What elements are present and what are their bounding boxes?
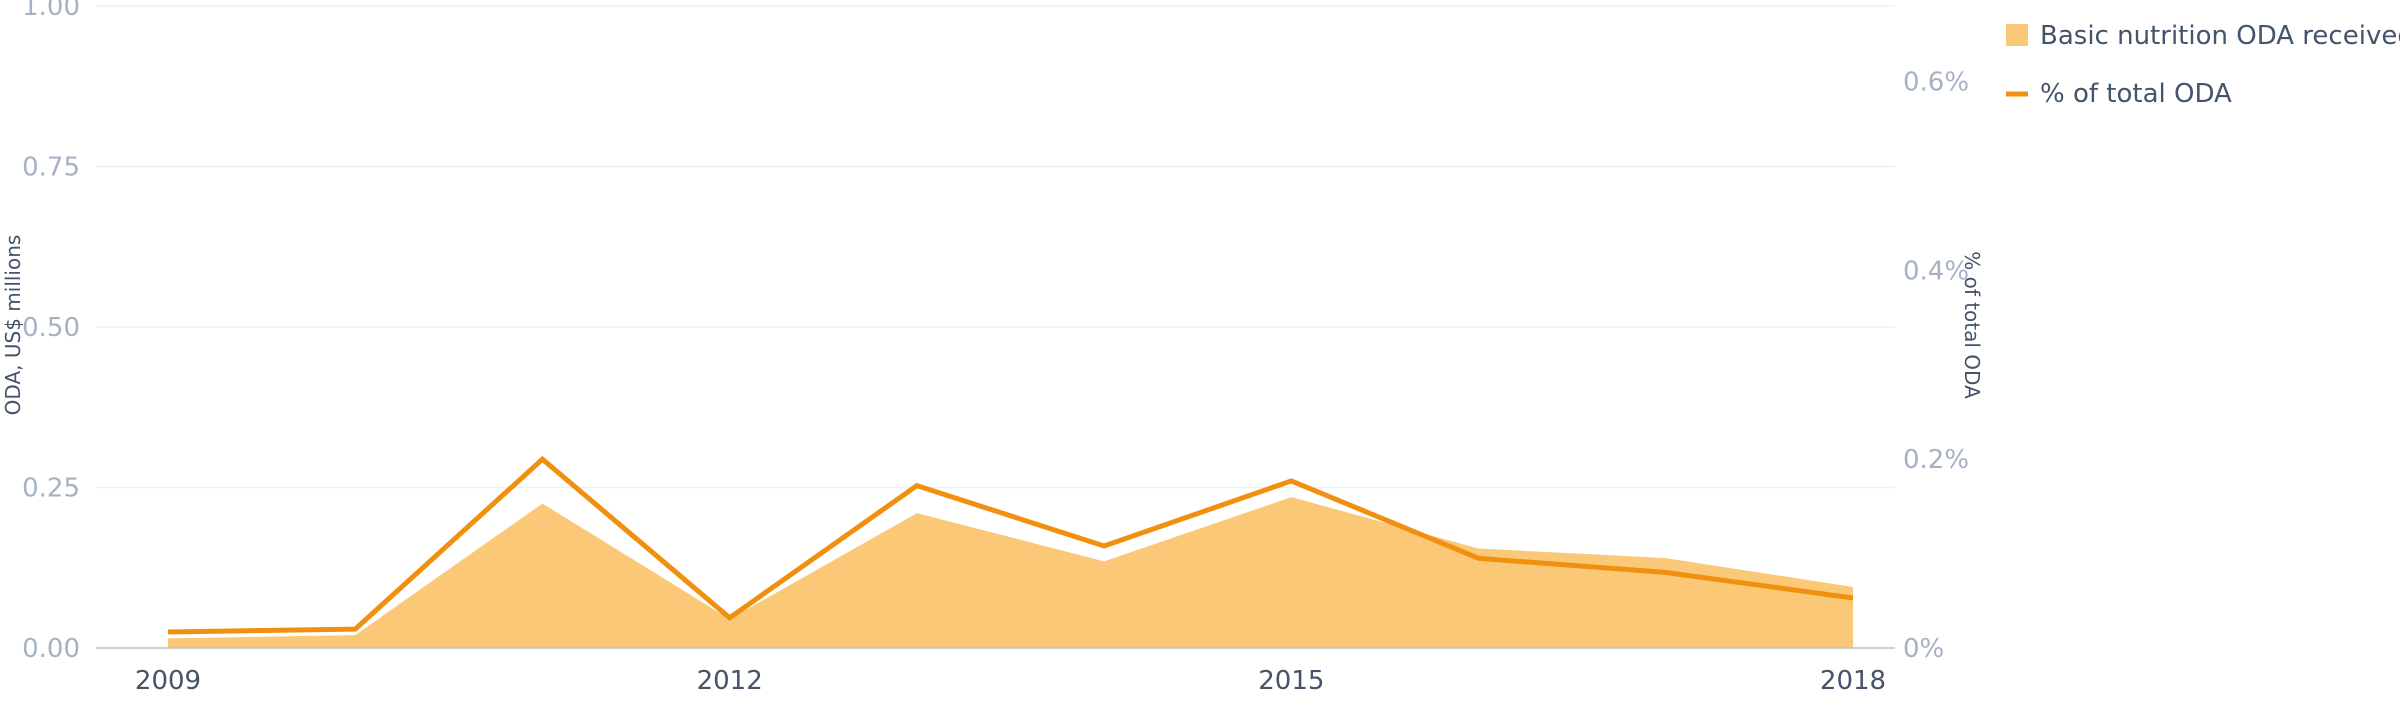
y-right-tick-label: 0.6% [1903, 68, 1969, 98]
area-layer [168, 497, 1853, 648]
y-left-tick-label: 0.25 [22, 474, 80, 504]
x-tick-label: 2009 [135, 666, 201, 696]
y-left-tick-label: 0.00 [22, 634, 80, 664]
legend-item-area[interactable]: Basic nutrition ODA received [2006, 21, 2400, 51]
right-axis-title: % of total ODA [1960, 251, 1984, 399]
x-tick-label: 2015 [1258, 666, 1324, 696]
legend-item-line[interactable]: % of total ODA [2006, 79, 2232, 109]
axis-layer: 0.00 0.25 0.50 0.75 1.00 0% 0.2% 0.4% 0.6% 2009 20… [22, 0, 1969, 696]
y-left-tick-label: 0.50 [22, 313, 80, 343]
legend-swatch-area [2006, 24, 2028, 46]
x-tick-label: 2018 [1820, 666, 1886, 696]
x-tick-label: 2012 [697, 666, 763, 696]
grid-layer [96, 5, 1895, 489]
area-series-basic-nutrition [168, 497, 1853, 648]
line-layer [167, 455, 1854, 635]
y-right-tick-label: 0.2% [1903, 445, 1969, 475]
y-left-tick-label: 0.75 [22, 153, 80, 183]
line-series-pct-total-oda [167, 455, 1854, 635]
legend: Basic nutrition ODA received % of total … [2006, 21, 2400, 109]
left-axis-title: ODA, US$ millions [1, 235, 25, 416]
legend-label-line: % of total ODA [2040, 79, 2232, 109]
y-left-tick-label: 1.00 [22, 0, 80, 22]
y-right-tick-label: 0.4% [1903, 256, 1969, 286]
y-right-tick-label: 0% [1903, 634, 1944, 664]
legend-label-area: Basic nutrition ODA received [2040, 21, 2400, 51]
